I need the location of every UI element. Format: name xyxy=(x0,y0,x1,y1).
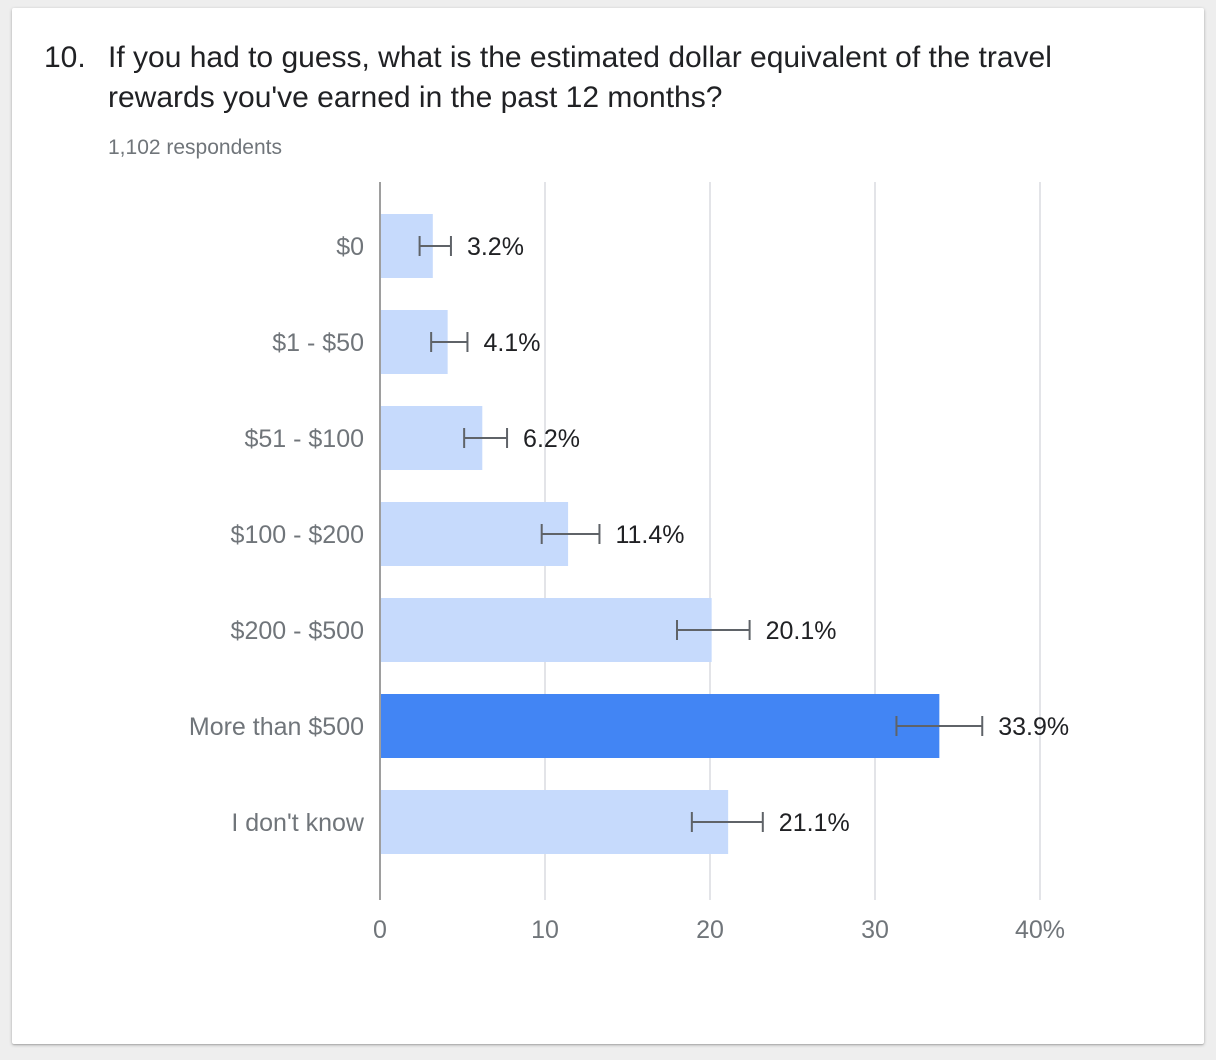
question-number: 10. xyxy=(44,41,86,74)
value-label: 21.1% xyxy=(779,809,850,837)
value-label: 4.1% xyxy=(483,329,540,357)
category-label: I don't know xyxy=(231,809,365,837)
value-label: 11.4% xyxy=(615,521,684,549)
category-label: $200 - $500 xyxy=(231,617,364,645)
x-tick-label: 10 xyxy=(531,916,559,944)
x-tick-label: 40% xyxy=(1015,916,1065,944)
category-label: $100 - $200 xyxy=(231,521,364,549)
category-label: More than $500 xyxy=(189,713,364,741)
x-tick-label: 0 xyxy=(373,916,387,944)
bar xyxy=(380,598,712,662)
bar xyxy=(380,502,569,566)
value-label: 20.1% xyxy=(766,617,837,645)
x-tick-label: 20 xyxy=(696,916,724,944)
category-label: $51 - $100 xyxy=(244,425,364,453)
value-label: 33.9% xyxy=(998,713,1069,741)
category-label: $1 - $50 xyxy=(272,329,364,357)
bar xyxy=(380,694,940,758)
value-label: 6.2% xyxy=(523,425,580,453)
category-label: $0 xyxy=(336,233,364,261)
respondent-count: 1,102 respondents xyxy=(108,136,282,159)
bar xyxy=(380,790,729,854)
x-tick-label: 30 xyxy=(861,916,889,944)
value-label: 3.2% xyxy=(467,233,524,261)
question-card: 10. If you had to guess, what is the est… xyxy=(12,8,1204,1044)
question-title: If you had to guess, what is the estimat… xyxy=(108,41,1052,114)
